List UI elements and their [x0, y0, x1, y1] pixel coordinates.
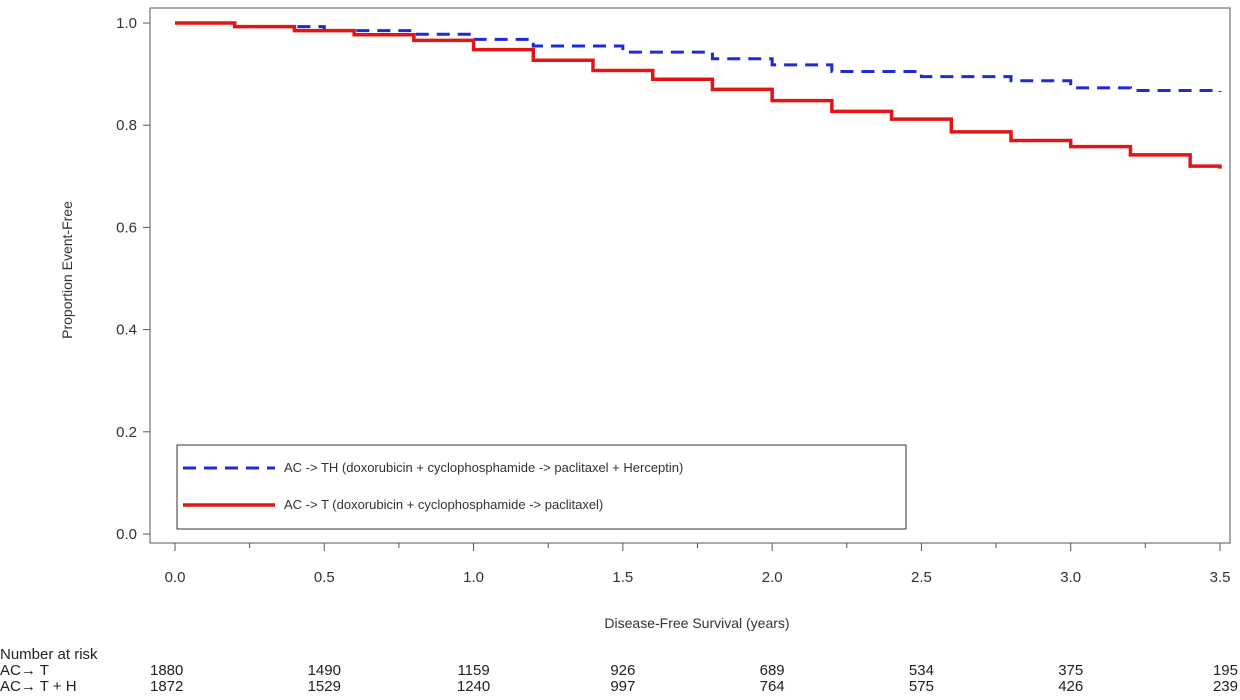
x-axis-title: Disease-Free Survival (years) — [604, 615, 789, 631]
series-line-2 — [175, 21, 1222, 169]
risk-row-label-ac-t: AC→ T — [0, 662, 49, 679]
risk-value: 575 — [909, 678, 934, 695]
x-tick-label: 3.5 — [1210, 569, 1231, 586]
x-tick-label: 3.0 — [1060, 569, 1081, 586]
risk-value: 1240 — [457, 678, 490, 695]
plot-frame — [149, 7, 1231, 544]
x-tick-label: 2.5 — [911, 569, 932, 586]
risk-value: 195 — [1213, 662, 1238, 679]
risk-value: 764 — [760, 678, 785, 695]
x-tick-label: 0.5 — [314, 569, 335, 586]
risk-value: 426 — [1058, 678, 1083, 695]
y-tick-label: 1.0 — [116, 15, 137, 32]
x-tick-label: 1.0 — [463, 569, 484, 586]
risk-row-label-ac-t-h: AC→ T + H — [0, 678, 77, 695]
x-axis: 0.0 0.5 1.0 1.5 2.0 2.5 3.0 3.5 — [165, 543, 1231, 586]
x-tick-label: 1.5 — [612, 569, 633, 586]
risk-value: 1490 — [308, 662, 341, 679]
y-tick-label: 0.2 — [116, 424, 137, 441]
series-layer — [175, 21, 1222, 169]
risk-value: 689 — [760, 662, 785, 679]
risk-value: 1159 — [457, 662, 489, 679]
y-tick-label: 0.6 — [116, 219, 137, 236]
legend: AC -> TH (doxorubicin + cyclophosphamide… — [176, 444, 907, 530]
y-axis: 0.0 0.2 0.4 0.6 0.8 1.0 — [116, 15, 150, 543]
risk-table-title: Number at risk — [0, 646, 98, 663]
risk-value: 1872 — [150, 678, 183, 695]
legend-label-series-1: AC -> TH (doxorubicin + cyclophosphamide… — [284, 460, 683, 475]
risk-value: 997 — [610, 678, 635, 695]
y-tick-label: 0.0 — [116, 526, 137, 543]
risk-value: 926 — [610, 662, 635, 679]
risk-value: 1880 — [150, 662, 183, 679]
x-tick-label: 2.0 — [762, 569, 783, 586]
series-line-1 — [175, 21, 1222, 92]
y-tick-label: 0.4 — [116, 322, 137, 339]
risk-table: Number at risk AC→ T AC→ T + H 1880 1490 1… — [0, 646, 1238, 695]
risk-value: 375 — [1058, 662, 1083, 679]
x-tick-label: 0.0 — [165, 569, 186, 586]
risk-value: 534 — [909, 662, 934, 679]
risk-value: 1529 — [308, 678, 341, 695]
legend-label-series-2: AC -> T (doxorubicin + cyclophosphamide … — [284, 497, 603, 512]
risk-value: 239 — [1213, 678, 1238, 695]
y-axis-title: Proportion Event-Free — [59, 201, 75, 339]
y-tick-label: 0.8 — [116, 117, 137, 134]
legend-box — [176, 444, 907, 530]
